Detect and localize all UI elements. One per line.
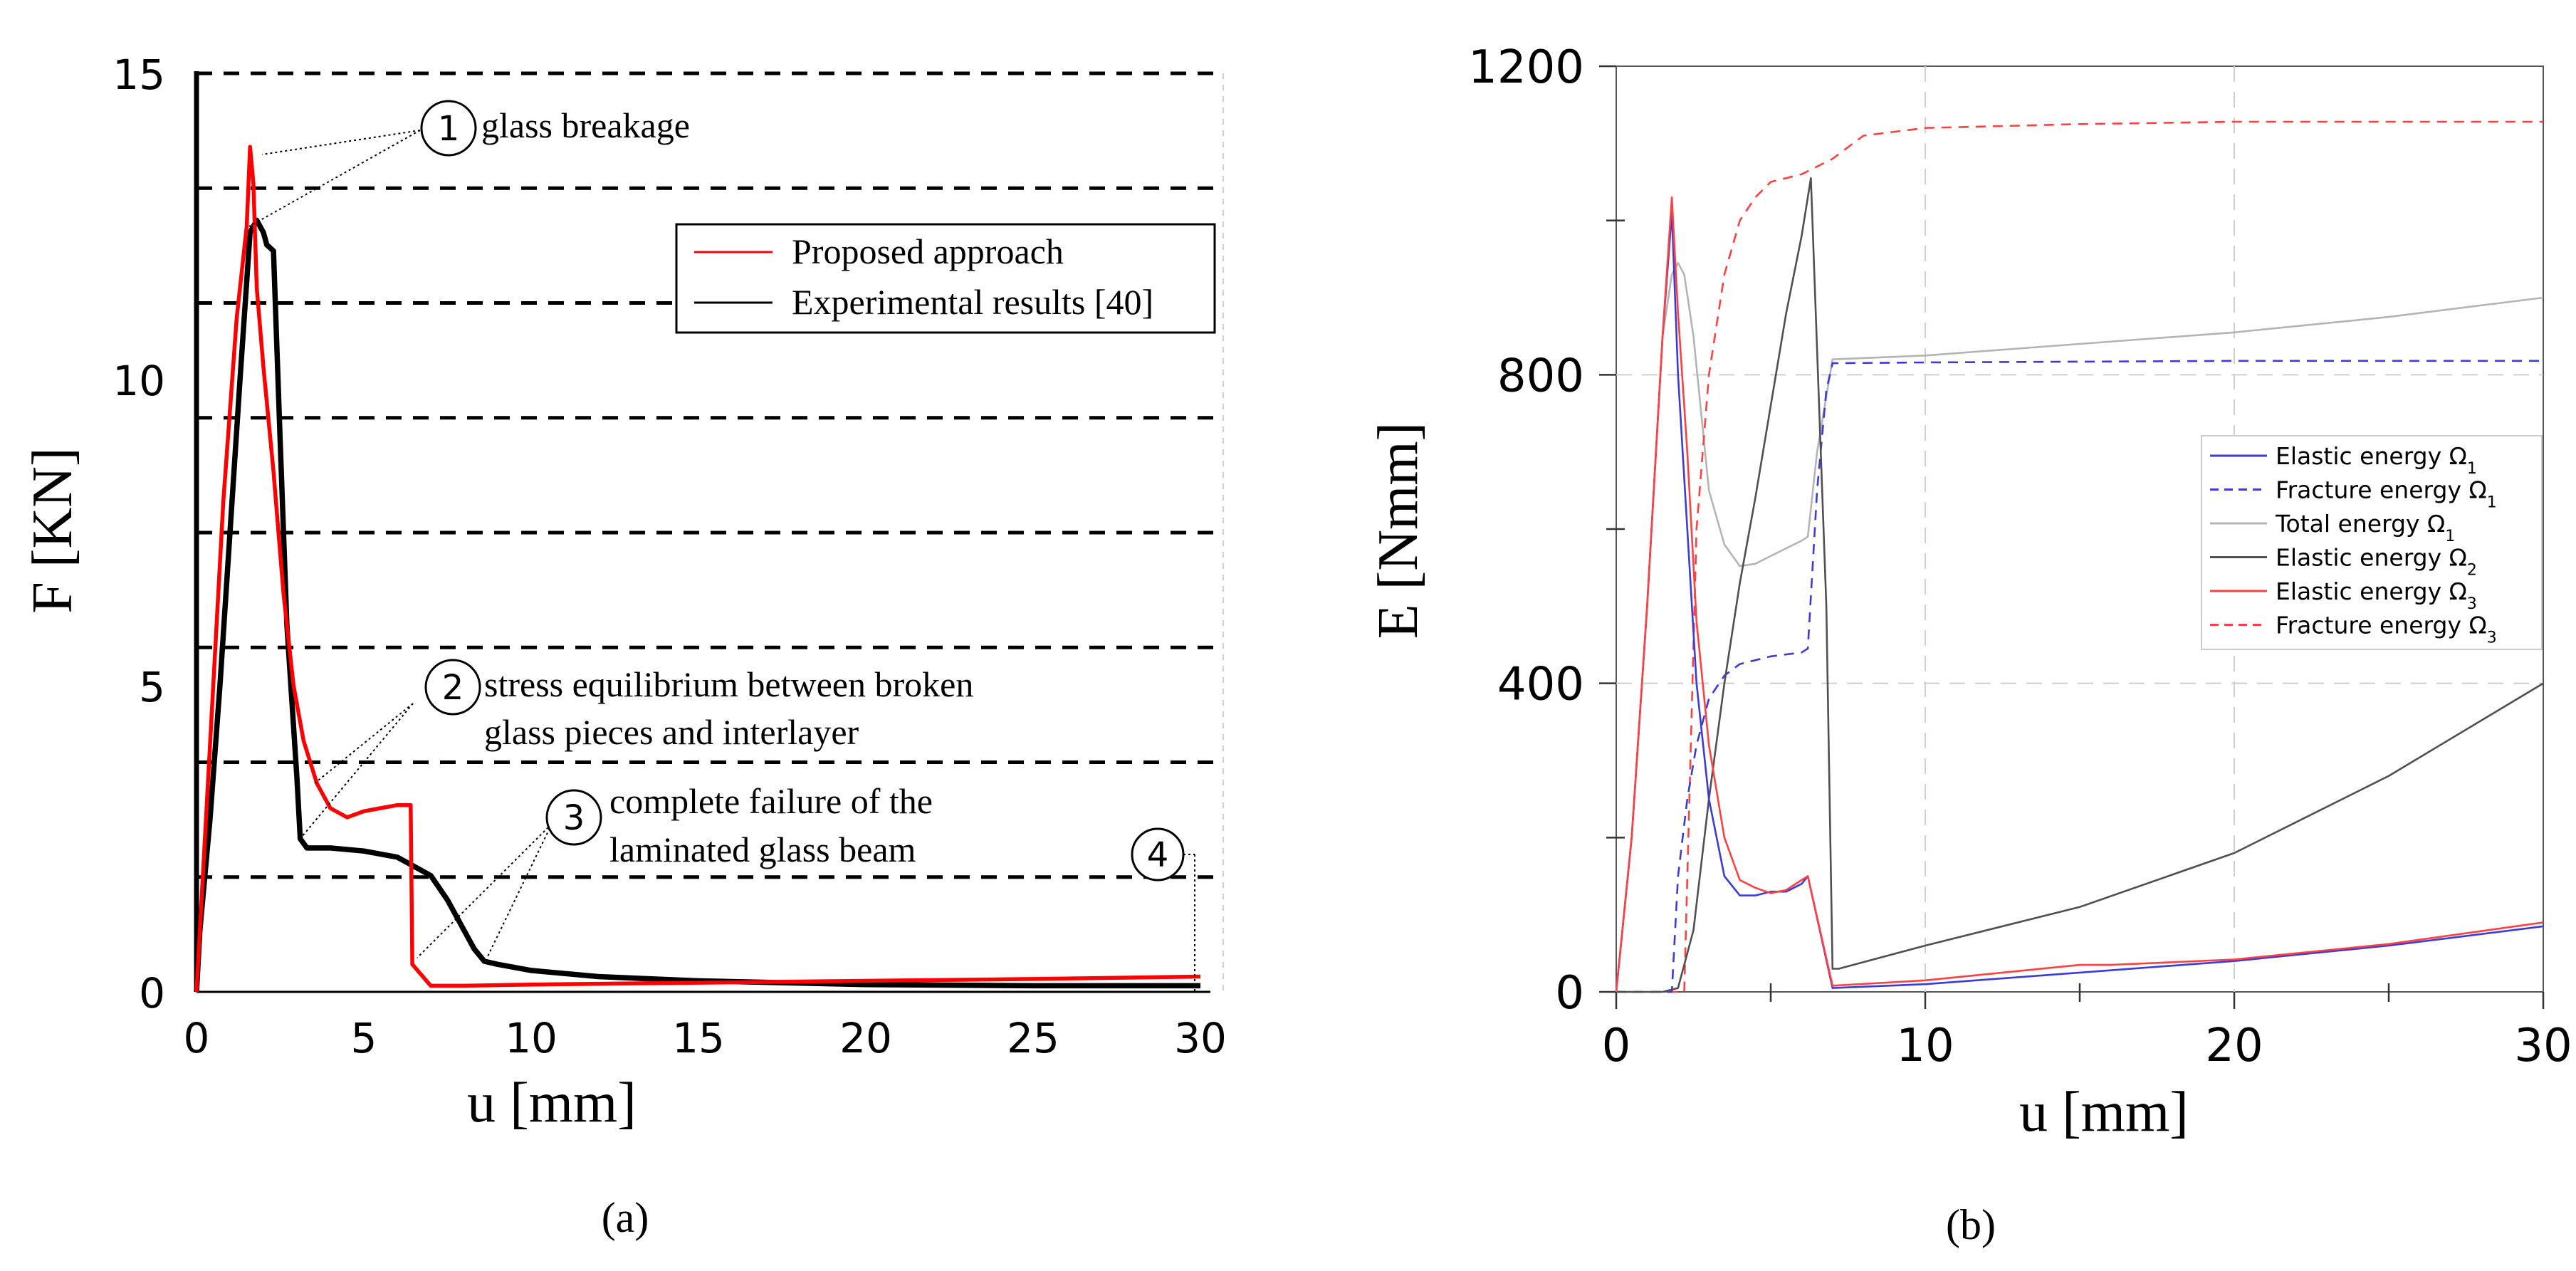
- panel-b-x-tick-label: 20: [2205, 1020, 2263, 1072]
- annotation-3-text-line1: complete failure of the: [609, 781, 933, 821]
- panel-a-caption: (a): [602, 1194, 649, 1241]
- annotation-3-number: 3: [563, 798, 585, 838]
- panel-a-y-tick-label: 5: [139, 663, 165, 711]
- annotation-3-marker: [545, 789, 602, 846]
- panel-b-y-tick-label: 400: [1497, 659, 1584, 711]
- panel-b-y-tick-label: 1200: [1468, 41, 1584, 94]
- annotation-2-number: 2: [442, 668, 464, 708]
- annotation-2-marker: [424, 659, 481, 716]
- series-line-proposed-approach: [194, 145, 1201, 993]
- annotation-1-marker: [420, 100, 477, 157]
- panel-b-series: [1615, 120, 2544, 993]
- annotation-1-text: glass breakage: [481, 105, 690, 145]
- panel-a-y-tick-label: 0: [139, 969, 165, 1018]
- legend-subscript-b-1: 1: [2467, 460, 2477, 478]
- panel-a-x-tick-label: 15: [672, 1014, 725, 1062]
- series-line-fracture-energy-omega1: [1616, 360, 2543, 993]
- panel-b-caption: (b): [1946, 1201, 1996, 1248]
- panel-b-x-tick-label: 0: [1602, 1020, 1631, 1072]
- panel-a-y-label: F [KN]: [21, 447, 84, 613]
- panel-a-x-tick-label: 20: [839, 1014, 892, 1062]
- panel-b: 0 10 20 30 0 400 800 1200 Elastic energy Ω1Frac…: [1367, 41, 2572, 1248]
- panel-a-x-tick-label: 5: [351, 1014, 377, 1062]
- annotation-3-text-line2: laminated glass beam: [609, 830, 916, 869]
- panel-b-y-tick-label: 800: [1497, 350, 1584, 402]
- series-line-elastic-energy-omega3: [1615, 196, 2544, 993]
- panel-a-tick-labels: 0 5 10 15 20 25 30 0 5 10 15: [112, 51, 1227, 1062]
- panel-a-x-tick-label: 25: [1007, 1014, 1059, 1062]
- series-line-fracture-energy-omega3: [1616, 120, 2543, 993]
- legend-subscript-b-3: 1: [2445, 528, 2455, 545]
- panel-a-gridlines: [197, 71, 1224, 992]
- panel-a-y-tick-label: 10: [112, 357, 165, 405]
- panel-b-x-tick-label: 30: [2514, 1020, 2572, 1072]
- panel-a-legend-box: [675, 223, 1216, 334]
- legend-subscript-b-4: 2: [2467, 561, 2477, 579]
- panel-a-y-tick-label: 15: [112, 51, 165, 99]
- legend-label-proposed: Proposed approach: [792, 231, 1064, 271]
- panel-a: 0 5 10 15 20 25 30 0 5 10 15 1 glass breakage 2 st…: [21, 51, 1227, 1241]
- panel-a-legend: Proposed approach Experimental results […: [675, 223, 1216, 334]
- annotation-4: 4: [1131, 827, 1185, 882]
- panel-a-x-tick-label: 0: [184, 1014, 210, 1062]
- annotation-2-text-line1: stress equilibrium between broken: [484, 664, 973, 704]
- annotation-3: 3 complete failure of the laminated glas…: [545, 781, 933, 869]
- annotation-1: 1 glass breakage: [420, 100, 690, 157]
- annotation-2: 2 stress equilibrium between broken glas…: [424, 659, 973, 752]
- panel-a-leader-lines: [248, 130, 1195, 992]
- annotation-1-number: 1: [438, 109, 460, 149]
- legend-label-experimental: Experimental results [40]: [792, 282, 1153, 322]
- panel-a-x-tick-label: 10: [505, 1014, 557, 1062]
- annotation-4-marker: [1131, 827, 1185, 882]
- panel-b-x-tick-label: 10: [1896, 1020, 1954, 1072]
- series-line-experimental-results: [194, 217, 1200, 993]
- legend-subscript-b-2: 1: [2487, 493, 2497, 511]
- panel-b-y-tick-label: 0: [1555, 967, 1584, 1020]
- panel-a-series: [194, 145, 1201, 993]
- series-line-total-energy-omega1: [1615, 261, 2544, 993]
- panel-a-x-tick-label: 30: [1174, 1014, 1227, 1062]
- panel-b-y-label: E [Nmm]: [1367, 422, 1430, 639]
- legend-subscript-b-6: 3: [2487, 629, 2497, 647]
- panel-b-legend-box: [2201, 435, 2543, 650]
- annotation-4-number: 4: [1147, 835, 1169, 875]
- panel-b-x-label: u [mm]: [2019, 1081, 2189, 1144]
- series-line-elastic-energy-omega2: [1616, 177, 2544, 993]
- panel-a-x-label: u [mm]: [467, 1072, 637, 1134]
- annotation-2-text-line2: glass pieces and interlayer: [484, 712, 859, 752]
- panel-b-tick-marks: [1599, 65, 2545, 1009]
- panel-b-tick-labels: 0 10 20 30 0 400 800 1200: [1468, 41, 2572, 1072]
- legend-subscript-b-5: 3: [2467, 595, 2477, 613]
